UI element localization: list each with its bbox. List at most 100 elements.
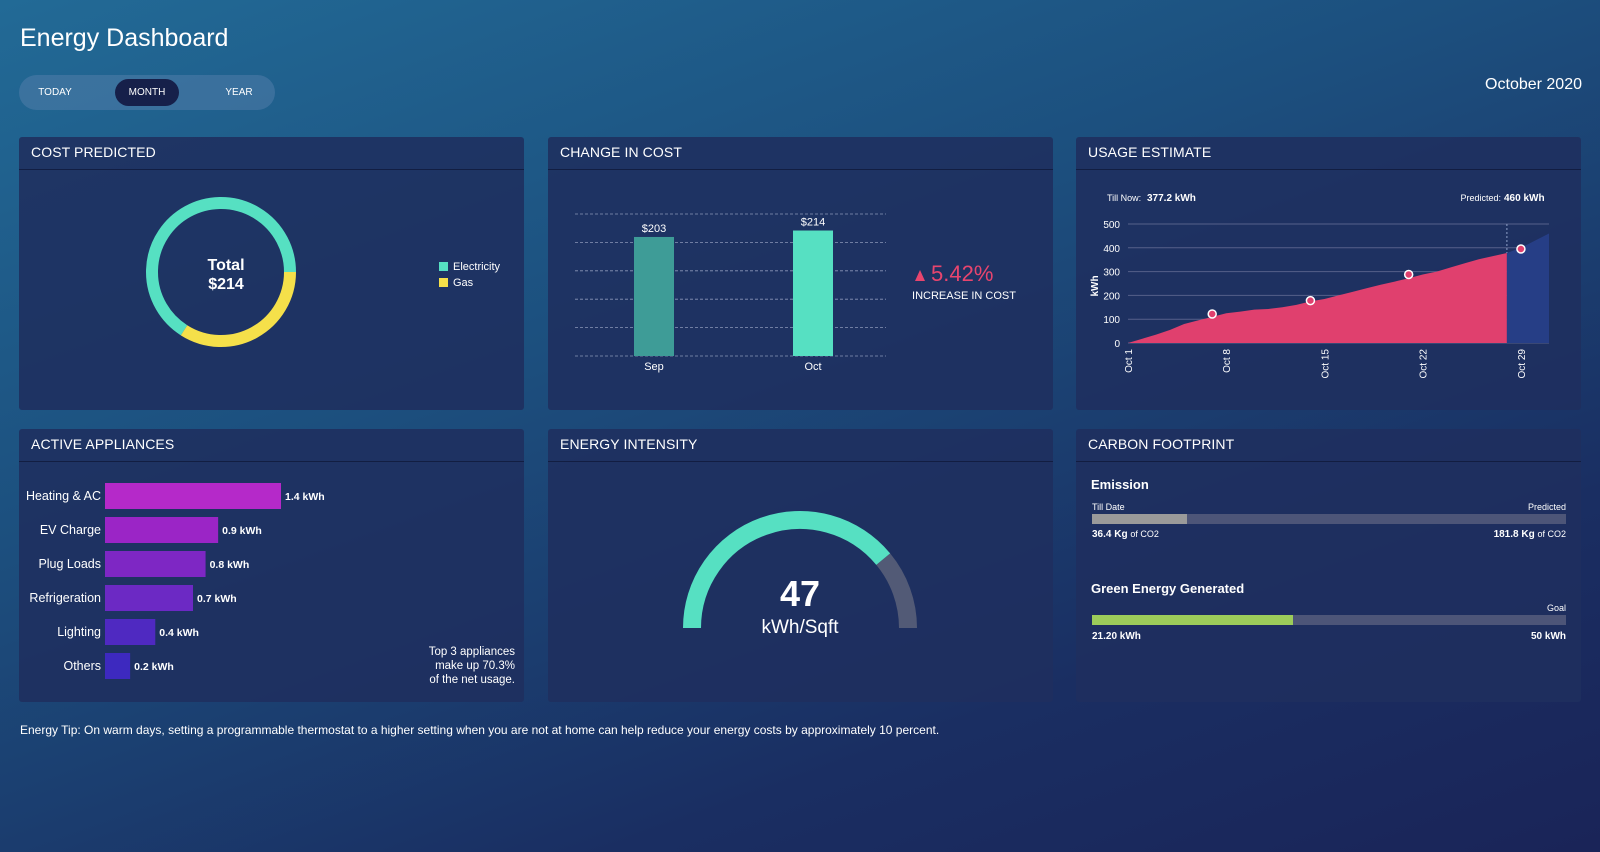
panel-title: USAGE ESTIMATE	[1076, 137, 1581, 170]
appliance-bar	[105, 517, 219, 543]
appliance-label: Plug Loads	[38, 557, 101, 571]
cost-bar-sep	[634, 236, 674, 356]
legend-swatch-electricity	[439, 262, 448, 271]
appliance-bar	[105, 619, 156, 645]
panel-title: ENERGY INTENSITY	[548, 429, 1053, 462]
appliance-label: Others	[63, 659, 101, 673]
usage-y-tick: 200	[1103, 291, 1120, 302]
appliance-label: EV Charge	[40, 523, 101, 537]
legend-label-gas: Gas	[453, 277, 474, 289]
usage-y-ticks: 0 100 200 300 400 500	[1103, 220, 1120, 350]
range-today-button[interactable]: TODAY	[38, 87, 72, 98]
energy-intensity-gauge: 47 kWh/Sqft	[683, 511, 917, 638]
appliance-value-label: 0.8 kWh	[210, 559, 250, 571]
appliance-value-label: 1.4 kWh	[285, 491, 325, 503]
emission-right-label: Predicted	[1527, 502, 1566, 512]
predicted-label: Predicted:	[1460, 193, 1501, 203]
appliance-label: Refrigeration	[29, 591, 101, 605]
energy-tip-label: Energy Tip:	[20, 723, 81, 737]
emission-predicted-value: 181.8 Kg of CO2	[1493, 529, 1566, 540]
green-energy-right-label: Goal	[1546, 603, 1566, 613]
usage-area-chart: Till Now: 377.2 kWh Predicted: 460 kWh 0…	[1090, 193, 1549, 379]
date-label: October 2020	[1485, 76, 1582, 93]
appliance-bar	[105, 551, 206, 577]
cost-category-oct: Oct	[804, 361, 821, 373]
cost-bar-label-oct: $214	[801, 217, 825, 229]
appliance-bar	[105, 483, 281, 509]
carbon-footprint-panel: CARBON FOOTPRINT Emission Till Date Pred…	[1076, 429, 1581, 702]
appliance-value-label: 0.9 kWh	[222, 525, 262, 537]
usage-markers	[1207, 244, 1526, 319]
donut-total-value: $214	[208, 276, 244, 293]
range-year-button[interactable]: YEAR	[225, 87, 253, 98]
emission-till-date-value: 36.4 Kg of CO2	[1092, 529, 1159, 540]
panel-title: ACTIVE APPLIANCES	[19, 429, 524, 462]
usage-y-tick: 300	[1103, 268, 1120, 279]
legend-label-electricity: Electricity	[453, 261, 501, 273]
cost-change-label: INCREASE IN COST	[912, 290, 1016, 302]
appliance-value-label: 0.4 kWh	[159, 627, 199, 639]
usage-estimate-panel: USAGE ESTIMATE Till Now: 377.2 kWh Predi…	[1076, 137, 1581, 410]
cost-category-sep: Sep	[644, 361, 664, 373]
cost-donut-chart: Total $214 Electricity Gas	[146, 197, 501, 347]
energy-tip-text: On warm days, setting a programmable the…	[84, 723, 940, 737]
usage-predicted-area	[1506, 233, 1549, 343]
emission-title: Emission	[1091, 477, 1149, 492]
cost-bar-label-sep: $203	[642, 223, 666, 235]
usage-x-tick: Oct 8	[1222, 349, 1233, 373]
usage-y-tick: 500	[1103, 220, 1120, 231]
energy-tip: Energy Tip: On warm days, setting a prog…	[20, 723, 939, 737]
emission-progress-bar	[1092, 514, 1566, 524]
emission-left-label: Till Date	[1092, 502, 1125, 512]
energy-intensity-panel: ENERGY INTENSITY 47 kWh/Sqft	[548, 429, 1053, 702]
green-energy-title: Green Energy Generated	[1091, 581, 1245, 596]
change-in-cost-panel: CHANGE IN COST $203 $214 Sep Oct 5.42% I…	[548, 137, 1053, 410]
panel-title: COST PREDICTED	[19, 137, 524, 170]
legend-swatch-gas	[439, 278, 448, 287]
donut-slice-electricity	[146, 197, 296, 336]
usage-x-tick: Oct 1	[1124, 349, 1135, 373]
appliances-note: Top 3 appliances make up 70.3% of the ne…	[429, 645, 515, 687]
gauge-unit: kWh/Sqft	[761, 617, 839, 638]
appliances-note-line: make up 70.3%	[435, 660, 515, 672]
till-now-label: Till Now:	[1107, 193, 1141, 203]
till-now-value: 377.2 kWh	[1147, 193, 1196, 204]
cost-change-value: 5.42%	[931, 261, 993, 286]
appliance-label: Lighting	[57, 625, 101, 639]
donut-total-label: Total	[207, 257, 244, 274]
cost-bar-chart: $203 $214 Sep Oct 5.42% INCREASE IN COST	[575, 213, 1016, 373]
appliance-bar	[105, 585, 193, 611]
range-month-button[interactable]: MONTH	[115, 79, 179, 106]
donut-slice-gas	[180, 271, 296, 347]
triangle-up-icon	[915, 270, 925, 281]
green-energy-value: 21.20 kWh	[1092, 631, 1141, 642]
usage-x-tick: Oct 15	[1320, 349, 1331, 379]
usage-y-tick: 100	[1103, 315, 1120, 326]
green-energy-progress-bar	[1092, 615, 1566, 625]
usage-marker	[1207, 309, 1217, 319]
appliance-label: Heating & AC	[26, 489, 101, 503]
range-toggle: TODAY MONTH YEAR	[19, 75, 275, 110]
usage-actual-area	[1128, 253, 1507, 343]
panel-title: CHANGE IN COST	[548, 137, 1053, 170]
usage-marker	[1403, 269, 1414, 280]
usage-y-tick: 400	[1103, 244, 1120, 255]
panel-title: CARBON FOOTPRINT	[1076, 429, 1581, 462]
gauge-fill	[683, 511, 891, 629]
page-title: Energy Dashboard	[20, 24, 229, 52]
appliance-value-label: 0.7 kWh	[197, 593, 237, 605]
green-energy-progress-fill	[1092, 615, 1293, 625]
usage-x-tick: Oct 29	[1517, 349, 1528, 379]
predicted-value: 460 kWh	[1504, 193, 1545, 204]
appliance-bar	[105, 653, 131, 679]
usage-marker	[1516, 244, 1526, 254]
gauge-value: 47	[780, 573, 820, 614]
cost-predicted-panel: COST PREDICTED Total $214 Electricity Ga…	[19, 137, 524, 410]
appliances-note-line: of the net usage.	[429, 674, 515, 686]
appliances-note-line: Top 3 appliances	[428, 646, 515, 658]
usage-y-axis-label: kWh	[1090, 275, 1101, 296]
cost-gridlines	[575, 213, 886, 357]
appliances-bar-chart: Heating & AC 1.4 kWh EV Charge 0.9 kWh Plug …	[26, 483, 325, 679]
usage-x-ticks: Oct 1 Oct 8 Oct 15 Oct 22 Oct 29	[1124, 349, 1528, 379]
usage-marker	[1305, 295, 1316, 306]
